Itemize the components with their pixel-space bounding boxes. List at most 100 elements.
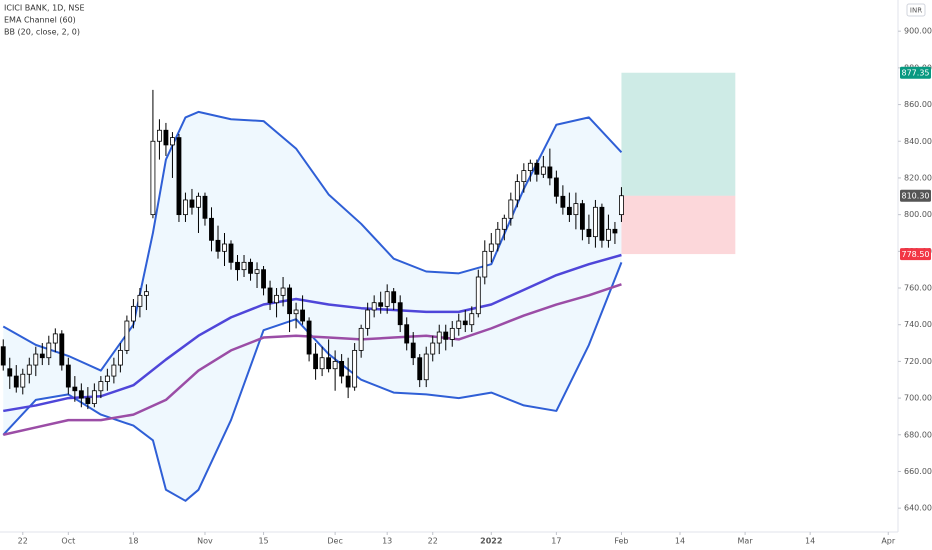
- candle-body: [449, 327, 455, 340]
- candle-body: [261, 269, 266, 289]
- candle-body: [319, 357, 325, 370]
- candle-body: [72, 386, 78, 392]
- candle-body: [404, 324, 410, 344]
- x-tick-label: Mar: [738, 537, 754, 546]
- candle-body: [306, 320, 312, 355]
- candle-body: [501, 217, 507, 230]
- ema-upper: [3, 253, 622, 413]
- candle-body: [313, 353, 319, 370]
- candle-body: [0, 346, 6, 366]
- candle-body: [137, 294, 143, 307]
- candle-body: [391, 291, 397, 304]
- candle-body: [189, 199, 195, 208]
- candle-body: [599, 206, 605, 241]
- candle-body: [104, 375, 110, 382]
- candle-body: [222, 243, 227, 252]
- x-tick-label: Feb: [614, 537, 628, 546]
- candle-body: [358, 327, 364, 351]
- price-badge: [900, 248, 931, 261]
- y-tick-label: 740.00: [904, 320, 932, 329]
- candle-body: [98, 381, 104, 392]
- candle-body: [143, 291, 149, 296]
- candle-body: [163, 129, 169, 146]
- candle-body: [254, 269, 260, 274]
- candle-body: [117, 349, 123, 366]
- candle-body: [417, 357, 423, 381]
- x-tick-label: 14: [805, 537, 815, 546]
- candle-body: [521, 170, 527, 183]
- price-badge: [900, 66, 931, 79]
- candle-body: [209, 217, 214, 241]
- legend-bb: BB (20, close, 2, 0): [4, 28, 80, 37]
- candle-body: [293, 309, 299, 315]
- candle-body: [39, 353, 45, 359]
- ema-lower: [2, 283, 622, 436]
- candle-body: [85, 397, 91, 404]
- candle-body: [573, 203, 579, 216]
- band-upper: [2, 110, 623, 372]
- candle-body: [612, 228, 618, 234]
- candle-body: [423, 353, 429, 381]
- candle-body: [469, 313, 475, 326]
- candle-body: [482, 250, 488, 278]
- candle-body: [33, 353, 39, 366]
- x-tick-label: 18: [128, 537, 138, 546]
- legend-symbol: ICICI BANK, 1D, NSE: [4, 4, 85, 13]
- candle-body: [579, 203, 585, 230]
- price-badge: [900, 189, 931, 202]
- candle-body: [170, 137, 175, 146]
- price-badge-label: 778.50: [902, 250, 930, 259]
- x-tick-label: 13: [382, 537, 392, 546]
- candle-body: [560, 195, 566, 208]
- candle-body: [540, 166, 546, 175]
- candle-body: [365, 309, 371, 329]
- candle-body: [436, 331, 442, 344]
- position-profit: [621, 72, 736, 196]
- candle-body: [274, 294, 279, 304]
- candle-body: [130, 305, 136, 322]
- candle-body: [527, 162, 533, 172]
- position-loss: [621, 195, 736, 255]
- candle-body: [566, 206, 572, 216]
- candle-body: [196, 195, 201, 208]
- candle-body: [280, 287, 286, 296]
- candle-body: [65, 364, 71, 388]
- candle-body: [326, 357, 332, 370]
- candle-body: [345, 375, 351, 388]
- candle-body: [514, 181, 520, 201]
- candle-body: [150, 140, 156, 216]
- candle-body: [430, 342, 436, 355]
- candle-body: [443, 331, 449, 340]
- candle-body: [91, 390, 97, 404]
- legend: ICICI BANK, 1D, NSE EMA Channel (60) BB …: [4, 4, 85, 37]
- candle-body: [248, 261, 253, 274]
- candle-body: [508, 199, 514, 219]
- candle-body: [332, 360, 338, 370]
- candle-body: [183, 199, 188, 216]
- x-tick-label: Nov: [197, 537, 213, 546]
- y-tick-label: 700.00: [904, 394, 932, 403]
- candle-body: [78, 390, 84, 399]
- candle-body: [495, 228, 501, 245]
- candle-body: [378, 302, 384, 307]
- x-tick-label: Apr: [881, 537, 896, 546]
- candle-body: [157, 129, 162, 142]
- candle-body: [592, 206, 598, 238]
- candle-body: [267, 287, 273, 304]
- candle-body: [456, 320, 462, 329]
- candle-body: [534, 162, 540, 175]
- candle-body: [7, 368, 13, 377]
- y-tick-label: 860.00: [904, 100, 932, 109]
- candle-body: [553, 177, 559, 197]
- candle-body: [352, 349, 358, 388]
- candle-body: [606, 228, 611, 241]
- y-tick-label: 660.00: [904, 467, 932, 476]
- currency-box[interactable]: [906, 3, 926, 17]
- y-tick-label: 820.00: [904, 173, 932, 182]
- y-tick-label: 640.00: [904, 504, 932, 513]
- y-tick-label: 720.00: [904, 357, 932, 366]
- x-tick-label: 14: [675, 537, 685, 546]
- candle-body: [462, 320, 468, 326]
- candle-body: [228, 243, 234, 263]
